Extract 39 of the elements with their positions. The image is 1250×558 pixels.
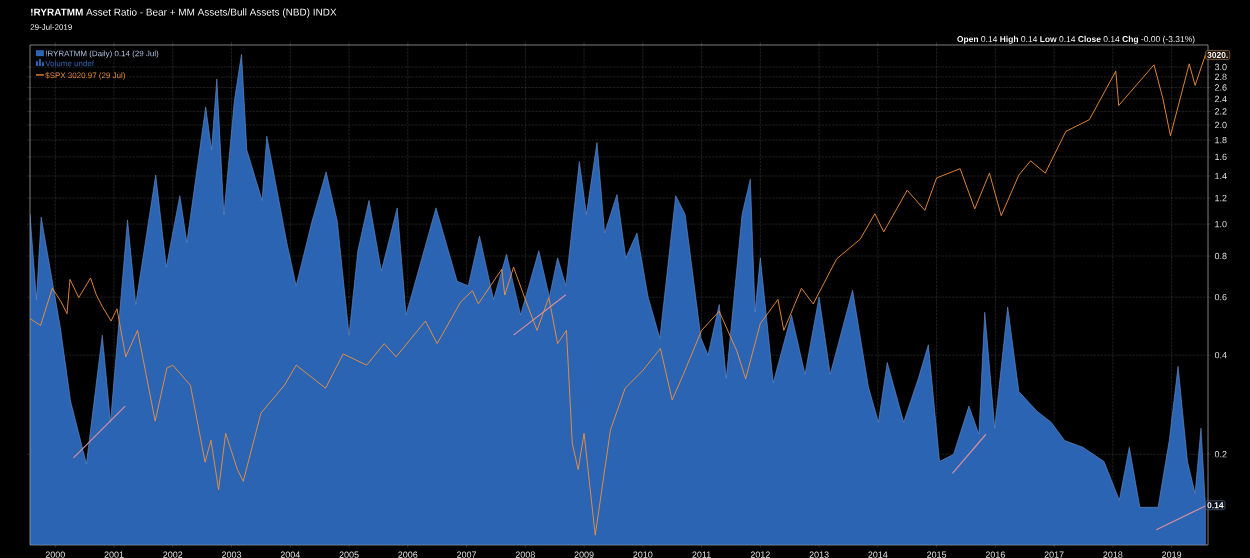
- y-tick-label: 1.8: [1215, 136, 1227, 144]
- y-tick-label: 2.8: [1214, 73, 1227, 81]
- x-tick-label: 2001: [104, 551, 124, 558]
- annotation: 0.14: [1207, 502, 1224, 509]
- y-tick-label: 1.2: [1215, 194, 1227, 202]
- y-tick-label: 0.2: [1214, 451, 1227, 458]
- annotation: 3020.: [1207, 51, 1228, 58]
- x-tick-label: 2012: [750, 551, 770, 558]
- y-tick-label: 2.2: [1214, 108, 1227, 115]
- x-tick-label: 2006: [398, 551, 418, 558]
- y-tick-label: 3.0: [1214, 63, 1227, 71]
- x-tick-label: 2016: [985, 551, 1005, 558]
- y-tick-label: 1.0: [1215, 220, 1227, 228]
- x-tick-label: 2019: [1162, 551, 1182, 558]
- x-tick-label: 2000: [45, 551, 65, 558]
- x-tick-label: 2010: [633, 551, 653, 558]
- x-tick-label: 2015: [927, 551, 947, 558]
- x-tick-label: 2017: [1044, 551, 1064, 558]
- x-tick-label: 2018: [1103, 551, 1123, 558]
- x-tick-label: 2002: [163, 551, 183, 558]
- x-tick-label: 2008: [515, 551, 535, 558]
- x-tick-label: 2014: [868, 551, 888, 558]
- x-tick-label: 2004: [280, 551, 300, 558]
- y-tick-label: 0.6: [1214, 293, 1227, 301]
- x-tick-label: 2003: [222, 551, 242, 558]
- y-tick-label: 1.4: [1215, 172, 1227, 180]
- x-tick-label: 2013: [809, 551, 829, 558]
- y-tick-label: 2.4: [1214, 95, 1227, 103]
- y-tick-label: 0.4: [1214, 351, 1227, 359]
- y-tick-label: 1.6: [1215, 153, 1227, 161]
- y-tick-label: 2.0: [1214, 121, 1227, 129]
- x-tick-label: 2007: [457, 551, 477, 558]
- chart-title: !RYRATMM Asset Ratio - Bear + MM Assets/Bull Assets (NBD) INDX: [31, 8, 337, 18]
- x-tick-label: 2011: [692, 551, 711, 558]
- y-tick-label: 0.8: [1214, 252, 1227, 260]
- y-tick-label: 2.6: [1214, 84, 1227, 91]
- text: Open 0.14 High 0.14 Low 0.14 Close 0.14 Chg -0.00 (-3.31%): [957, 35, 1195, 44]
- x-tick-label: 2005: [339, 551, 359, 558]
- x-tick-label: 2009: [574, 551, 594, 558]
